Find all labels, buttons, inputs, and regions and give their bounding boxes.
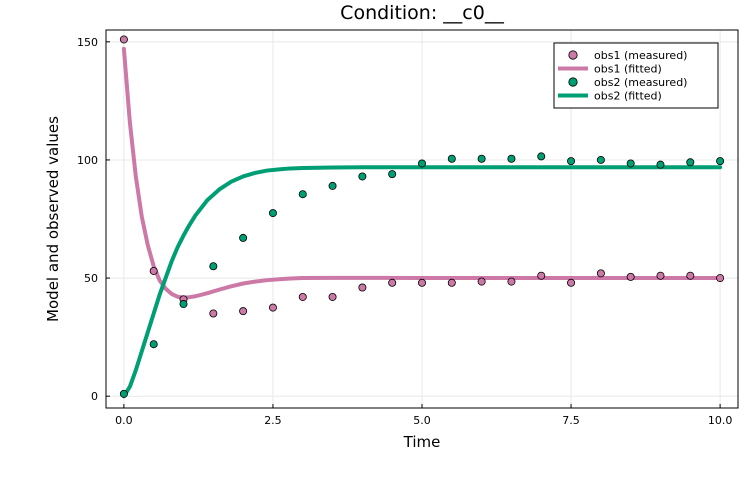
- data-point-obs1-measured: [626, 272, 635, 281]
- data-point-obs1-measured: [567, 278, 576, 287]
- data-point-obs2-measured: [686, 158, 695, 167]
- data-point-obs1-measured: [388, 278, 397, 287]
- data-point-obs1-measured: [447, 278, 456, 287]
- data-point-obs1-measured: [358, 283, 367, 292]
- legend-entry: obs2 (measured): [594, 76, 687, 89]
- data-point-obs2-measured: [209, 262, 218, 271]
- data-point-obs1-measured: [477, 277, 486, 286]
- data-point-obs2-measured: [179, 300, 188, 309]
- data-point-obs1-measured: [298, 292, 307, 301]
- x-tick-label: 2.5: [264, 414, 282, 427]
- data-point-obs1-measured: [507, 277, 516, 286]
- chart-title: Condition: __c0__: [340, 2, 504, 24]
- data-point-obs1-measured: [209, 309, 218, 318]
- legend-entry: obs1 (measured): [594, 49, 687, 62]
- data-point-obs1-measured: [239, 307, 248, 316]
- data-point-obs2-measured: [656, 160, 665, 169]
- data-point-obs1-measured: [686, 271, 695, 280]
- data-layer: [119, 35, 725, 399]
- legend-marker: [568, 77, 578, 87]
- data-point-obs1-measured: [149, 266, 158, 275]
- y-axis-label: Model and observed values: [44, 116, 62, 322]
- data-point-obs1-measured: [268, 303, 277, 312]
- data-point-obs2-measured: [567, 157, 576, 166]
- data-point-obs2-measured: [149, 340, 158, 349]
- x-tick-label: 10.0: [708, 414, 733, 427]
- data-point-obs2-measured: [328, 181, 337, 190]
- legend-marker: [568, 50, 578, 60]
- x-tick-label: 7.5: [562, 414, 580, 427]
- x-axis-label: Time: [403, 433, 441, 451]
- legend: obs1 (measured)obs1 (fitted)obs2 (measur…: [553, 42, 719, 109]
- y-tick-label: 150: [77, 36, 98, 49]
- data-point-obs2-measured: [477, 154, 486, 163]
- data-point-obs2-measured: [626, 159, 635, 168]
- legend-entry: obs2 (fitted): [594, 90, 662, 103]
- x-tick-label: 0.0: [115, 414, 133, 427]
- data-point-obs1-measured: [417, 278, 426, 287]
- y-tick-label: 50: [84, 272, 98, 285]
- data-point-obs2-measured: [268, 209, 277, 218]
- data-point-obs2-measured: [507, 154, 516, 163]
- legend-entry: obs1 (fitted): [594, 63, 662, 76]
- data-point-obs2-measured: [298, 190, 307, 199]
- y-tick-label: 100: [77, 154, 98, 167]
- data-point-obs2-measured: [537, 152, 546, 161]
- series-line-obs2-fitted: [121, 165, 723, 399]
- y-tick-label: 0: [91, 390, 98, 403]
- data-point-obs2-measured: [596, 155, 605, 164]
- data-point-obs2-measured: [388, 170, 397, 179]
- data-point-obs2-measured: [239, 233, 248, 242]
- x-tick-label: 5.0: [413, 414, 431, 427]
- data-point-obs2-measured: [447, 154, 456, 163]
- data-point-obs1-measured: [328, 292, 337, 301]
- data-point-obs1-measured: [596, 269, 605, 278]
- series-line-obs1-fitted: [121, 46, 723, 300]
- data-point-obs1-measured: [716, 274, 725, 283]
- data-point-obs2-measured: [119, 389, 128, 398]
- data-point-obs2-measured: [417, 159, 426, 168]
- data-point-obs1-measured: [119, 35, 128, 44]
- data-point-obs2-measured: [716, 157, 725, 166]
- data-point-obs1-measured: [656, 271, 665, 280]
- axis-ticks: 0.0 2.5 5.0 7.5 10.0 0 50 100 150: [77, 36, 732, 427]
- data-point-obs1-measured: [537, 271, 546, 280]
- data-point-obs2-measured: [358, 172, 367, 181]
